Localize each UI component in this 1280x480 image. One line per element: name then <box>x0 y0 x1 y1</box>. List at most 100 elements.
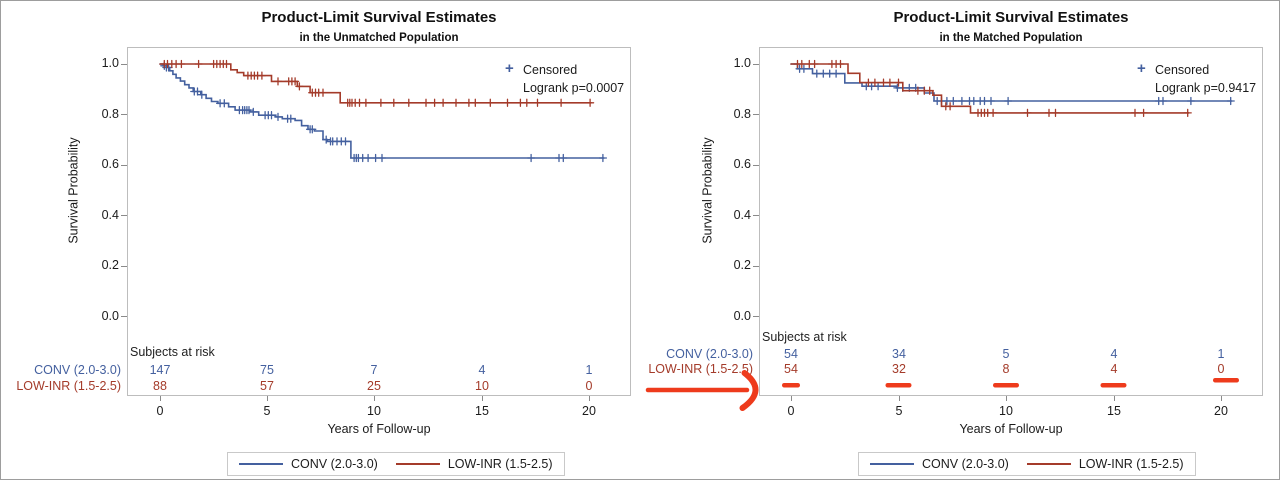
x-tick-label: 20 <box>1214 404 1228 418</box>
y-tick-label: 0.0 <box>733 309 751 323</box>
logrank-pvalue: Logrank p=0.0007 <box>523 81 625 95</box>
y-tick-label: 0.2 <box>101 258 119 272</box>
legend-label-lowinr: LOW-INR (1.5-2.5) <box>1078 457 1184 471</box>
x-tick-mark <box>160 396 161 401</box>
x-tick-label: 5 <box>263 404 271 418</box>
subjects-at-risk-header: Subjects at risk <box>130 345 215 359</box>
legend-label-conv: CONV (2.0-3.0) <box>291 457 378 471</box>
y-tick-label: 1.0 <box>101 56 119 70</box>
panel-subtitle: in the Matched Population <box>939 32 1083 44</box>
x-tick-mark <box>589 396 590 401</box>
atrisk-value: 1 <box>585 363 593 377</box>
y-tick-mark <box>121 316 127 317</box>
censor-marks <box>795 64 1235 106</box>
annotation-underline <box>782 383 800 388</box>
atrisk-value: 32 <box>892 362 906 376</box>
y-tick-label: 0.6 <box>101 157 119 171</box>
annotation-underline <box>1213 378 1239 383</box>
censor-marks <box>793 59 1192 118</box>
atrisk-value: 4 <box>1110 362 1118 376</box>
censored-plus-icon: + <box>505 60 514 77</box>
y-tick-label: 0.8 <box>733 107 751 121</box>
y-tick-label: 0.2 <box>733 258 751 272</box>
y-tick-mark <box>753 215 759 216</box>
y-tick-label: 0.6 <box>733 157 751 171</box>
plot-frame <box>759 47 1263 396</box>
plot-frame <box>127 47 631 396</box>
x-tick-mark <box>899 396 900 401</box>
logrank-pvalue: Logrank p=0.9417 <box>1155 81 1257 95</box>
x-tick-label: 0 <box>787 404 795 418</box>
y-tick-label: 1.0 <box>733 56 751 70</box>
atrisk-value: 25 <box>367 379 381 393</box>
x-tick-label: 15 <box>475 404 489 418</box>
censor-marks <box>160 61 608 163</box>
x-tick-mark <box>1114 396 1115 401</box>
y-tick-mark <box>121 64 127 65</box>
y-tick-mark <box>121 266 127 267</box>
subjects-at-risk-header: Subjects at risk <box>762 330 847 344</box>
bottom-legend: CONV (2.0-3.0) LOW-INR (1.5-2.5) <box>858 452 1196 476</box>
atrisk-value: 147 <box>149 363 171 377</box>
x-tick-mark <box>791 396 792 401</box>
x-axis-title: Years of Follow-up <box>327 422 431 436</box>
y-tick-mark <box>753 114 759 115</box>
conv-line-swatch <box>239 463 283 465</box>
survival-step-curve <box>159 63 605 159</box>
x-axis-title: Years of Follow-up <box>959 422 1063 436</box>
x-tick-mark <box>267 396 268 401</box>
y-tick-mark <box>753 165 759 166</box>
legend-label-lowinr: LOW-INR (1.5-2.5) <box>447 457 553 471</box>
page-title: Product-Limit Survival Estimates <box>893 9 1129 26</box>
y-tick-mark <box>753 316 759 317</box>
x-tick-label: 20 <box>582 404 596 418</box>
x-tick-mark <box>482 396 483 401</box>
censored-plus-icon: + <box>1137 60 1146 77</box>
atrisk-value: 75 <box>260 363 274 377</box>
y-tick-label: 0.8 <box>101 107 119 121</box>
y-tick-mark <box>753 64 759 65</box>
group-label-lowinr: LOW-INR (1.5-2.5) <box>16 379 121 393</box>
page-title: Product-Limit Survival Estimates <box>261 9 497 26</box>
atrisk-value: 1 <box>1217 347 1225 361</box>
lowinr-line-swatch <box>395 463 440 465</box>
atrisk-value: 34 <box>892 347 906 361</box>
censor-marks <box>160 59 595 107</box>
atrisk-value: 0 <box>585 379 593 393</box>
x-tick-label: 15 <box>1107 404 1121 418</box>
x-tick-mark <box>1006 396 1007 401</box>
atrisk-value: 8 <box>1002 362 1010 376</box>
annotation-underline <box>993 383 1019 388</box>
annotation-underline <box>885 383 912 388</box>
group-label-lowinr: LOW-INR (1.5-2.5) <box>648 362 753 376</box>
survival-step-curve <box>159 63 592 104</box>
bottom-legend: CONV (2.0-3.0) LOW-INR (1.5-2.5) <box>227 452 565 476</box>
atrisk-value: 54 <box>784 347 798 361</box>
group-label-conv: CONV (2.0-3.0) <box>34 363 121 377</box>
y-tick-label: 0.0 <box>101 309 119 323</box>
y-tick-mark <box>121 114 127 115</box>
atrisk-value: 57 <box>260 379 274 393</box>
annotation-underline <box>1100 383 1127 388</box>
atrisk-value: 0 <box>1217 362 1225 376</box>
atrisk-value: 4 <box>1110 347 1118 361</box>
x-tick-mark <box>1221 396 1222 401</box>
conv-line-swatch <box>870 463 914 465</box>
annotation-arrow-head <box>739 370 759 411</box>
y-tick-label: 0.4 <box>733 208 751 222</box>
y-tick-label: 0.4 <box>101 208 119 222</box>
x-tick-label: 0 <box>156 404 164 418</box>
survival-step-curve <box>790 63 1233 102</box>
x-tick-label: 5 <box>895 404 903 418</box>
panel-subtitle: in the Unmatched Population <box>299 32 459 44</box>
x-tick-label: 10 <box>367 404 381 418</box>
survival-step-curve <box>790 63 1190 114</box>
atrisk-value: 10 <box>475 379 489 393</box>
atrisk-value: 54 <box>784 362 798 376</box>
atrisk-value: 7 <box>370 363 378 377</box>
x-tick-mark <box>374 396 375 401</box>
x-tick-label: 10 <box>999 404 1013 418</box>
censored-label: Censored <box>523 63 578 77</box>
